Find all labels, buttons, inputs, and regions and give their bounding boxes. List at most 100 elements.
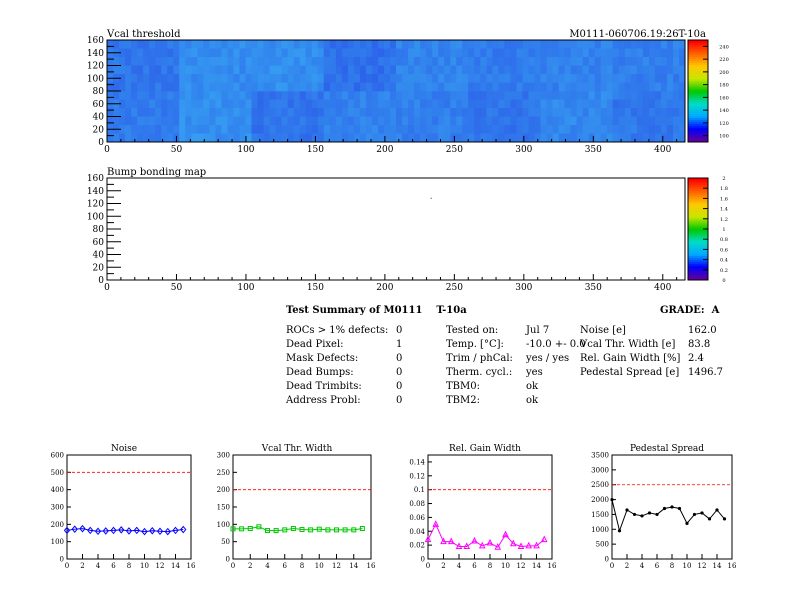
pixel-cell bbox=[456, 57, 463, 66]
pixel-cell bbox=[522, 40, 529, 49]
pixel-cell bbox=[426, 116, 433, 126]
pixel-cell bbox=[450, 133, 457, 143]
pixel-cell bbox=[528, 91, 535, 100]
pixel-cell bbox=[335, 125, 343, 134]
pixel-cell bbox=[522, 48, 529, 58]
pixel-cell bbox=[269, 99, 276, 109]
colorbar-tick-label: 0.8 bbox=[720, 237, 728, 243]
pixel-cell bbox=[227, 40, 234, 49]
pixel-cell bbox=[323, 133, 330, 143]
pixel-cell bbox=[540, 125, 547, 134]
pixel-cell bbox=[432, 48, 439, 58]
y-tick-label: 1500 bbox=[591, 511, 609, 519]
pixel-cell bbox=[203, 74, 210, 83]
pixel-cell bbox=[209, 116, 216, 126]
data-point bbox=[110, 526, 117, 535]
pixel-cell bbox=[564, 125, 571, 134]
pixel-cell bbox=[269, 82, 276, 92]
pixel-cell bbox=[504, 133, 511, 143]
pixel-cell bbox=[672, 74, 680, 83]
pixel-cell bbox=[359, 91, 367, 100]
pixel-cell bbox=[570, 48, 577, 58]
pixel-cell bbox=[486, 65, 493, 75]
pixel-cell bbox=[462, 48, 469, 58]
pixel-cell bbox=[474, 57, 481, 66]
colorbar-band bbox=[688, 111, 708, 114]
pixel-cell bbox=[155, 99, 162, 109]
y-tick-label: 0.06 bbox=[409, 514, 425, 522]
y-tick-label: 0 bbox=[226, 556, 230, 564]
pixel-cell bbox=[414, 91, 421, 100]
pixel-cell bbox=[245, 99, 252, 109]
pixel-cell bbox=[377, 65, 385, 75]
pixel-cell bbox=[287, 48, 294, 58]
colorbar-band bbox=[688, 88, 708, 92]
pixel-cell bbox=[462, 133, 469, 143]
y-tick-label: 0 bbox=[98, 276, 104, 286]
pixel-cell bbox=[359, 74, 367, 83]
pixel-cell bbox=[594, 57, 601, 66]
colorbar-tick-label: 160 bbox=[719, 95, 729, 101]
x-tick-label: 6 bbox=[111, 562, 116, 570]
pixel-cell bbox=[239, 65, 246, 75]
pixel-cell bbox=[341, 133, 349, 143]
colorbar-band bbox=[688, 95, 708, 98]
pixel-cell bbox=[510, 108, 517, 117]
pixel-cell bbox=[648, 108, 656, 117]
pixel-cell bbox=[293, 125, 300, 134]
pixel-cell bbox=[552, 48, 559, 58]
pixel-cell bbox=[389, 48, 397, 58]
colorbar-tick-label: 180 bbox=[719, 83, 729, 89]
series-line bbox=[66, 528, 184, 533]
pixel-cell bbox=[576, 116, 583, 126]
pixel-cell bbox=[678, 82, 686, 92]
colorbar-band bbox=[688, 224, 708, 228]
pixel-cell bbox=[504, 99, 511, 109]
x-tick-label: 12 bbox=[517, 562, 526, 570]
pixel-cell bbox=[588, 48, 595, 58]
colorbar-tick-label: 220 bbox=[719, 57, 729, 63]
pixel-cell bbox=[179, 65, 186, 75]
pixel-cell bbox=[396, 40, 403, 49]
pixel-cell bbox=[203, 82, 210, 92]
pixel-cell bbox=[209, 133, 216, 143]
noise-plot: Noise 0 2 4 6 8 10 12 14 16 0 100 200 300 400 500 600 bbox=[51, 444, 196, 570]
pixel-cell bbox=[546, 133, 553, 143]
pixel-cell bbox=[582, 99, 589, 109]
pixel-cell bbox=[155, 91, 162, 100]
pixel-cell bbox=[149, 57, 156, 66]
pixel-cell bbox=[612, 125, 619, 134]
colorbar-band bbox=[688, 220, 708, 224]
summary-value: 0 bbox=[396, 353, 403, 364]
pixel-cell bbox=[377, 57, 385, 66]
pixel-cell bbox=[600, 40, 607, 49]
pixel-cell bbox=[666, 40, 674, 49]
colorbar-band bbox=[688, 58, 708, 61]
pixel-cell bbox=[534, 133, 541, 143]
pixel-cell bbox=[305, 91, 312, 100]
summary-value: yes / yes bbox=[526, 353, 570, 364]
pixel-cell bbox=[293, 133, 300, 143]
pixel-cell bbox=[462, 99, 469, 109]
pixel-cell bbox=[383, 91, 391, 100]
pixel-cell bbox=[107, 116, 114, 126]
pixel-cell bbox=[498, 40, 505, 49]
colorbar-band bbox=[688, 139, 708, 143]
pixel-cell bbox=[263, 133, 270, 143]
summary-label: Rel. Gain Width [%] bbox=[580, 353, 681, 364]
pixel-cell bbox=[432, 40, 439, 49]
pixel-cell bbox=[456, 108, 463, 117]
pixel-cell bbox=[263, 116, 270, 126]
pixel-cell bbox=[173, 116, 180, 126]
pixel-cell bbox=[540, 57, 547, 66]
pixel-cell bbox=[666, 125, 674, 134]
pixel-cell bbox=[323, 116, 330, 126]
pixel-cell bbox=[480, 133, 487, 143]
x-tick-label: 8 bbox=[670, 562, 674, 570]
pixel-cell bbox=[402, 48, 409, 58]
colorbar-band bbox=[688, 243, 708, 246]
pixel-cell bbox=[173, 125, 180, 134]
pixel-cell bbox=[257, 125, 264, 134]
pixel-cell bbox=[402, 57, 409, 66]
pixel-cell bbox=[245, 57, 252, 66]
